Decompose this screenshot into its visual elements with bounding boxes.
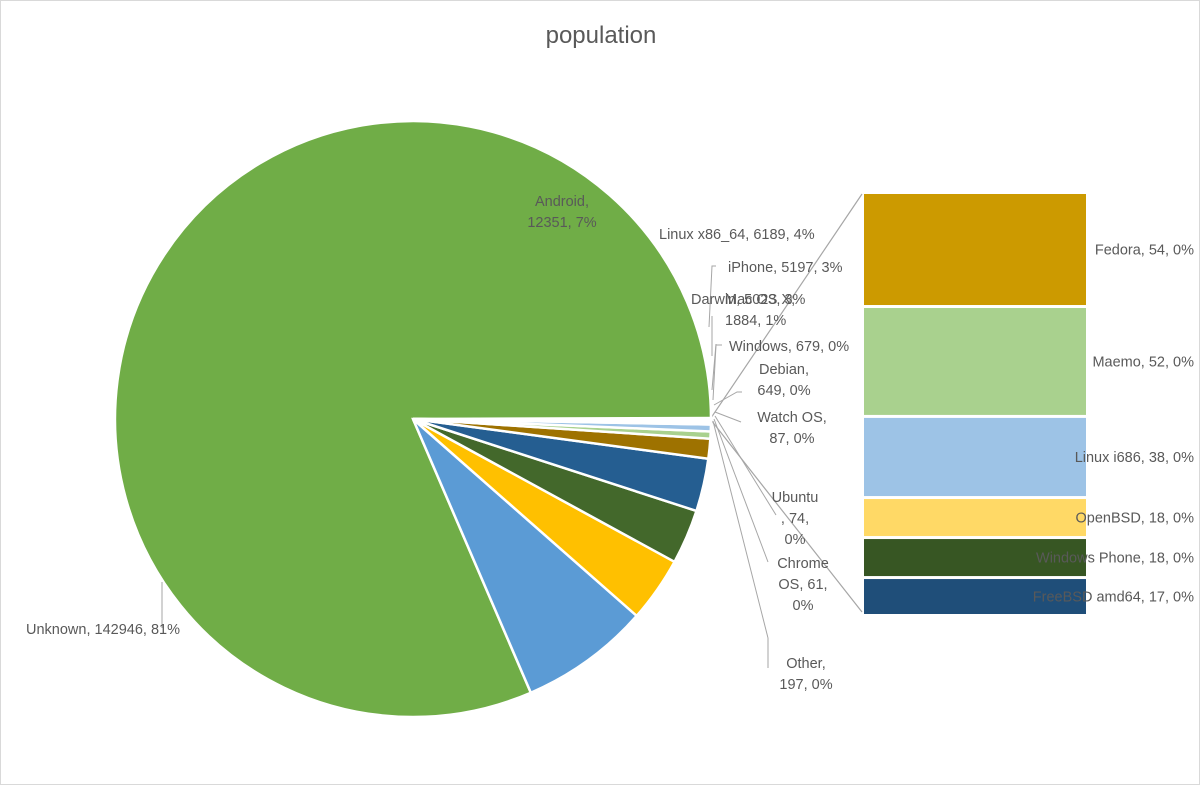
leader-lines <box>161 265 777 668</box>
leader-line-chrome-os <box>713 418 769 563</box>
leader-line-debian <box>713 391 742 406</box>
data-label-unknown: Unknown, 142946, 81% <box>26 622 180 638</box>
data-label-windows: Windows, 679, 0% <box>729 339 849 355</box>
pie-slice-android <box>411 418 639 695</box>
leader-line-watch-os <box>714 411 742 423</box>
connector-lines <box>710 193 863 613</box>
pie-slice-chrome-os <box>412 417 713 425</box>
data-label-darwin: Darwin, 5023, 3% <box>691 292 806 308</box>
data-label-fedora: Fedora, 54, 0% <box>1095 243 1194 259</box>
data-label-iphone: iPhone, 5197, 3% <box>728 260 843 276</box>
connector-line-bottom <box>710 419 863 613</box>
bar-segment-fedora <box>864 194 1086 306</box>
bar-segment-linux-i686 <box>864 417 1086 497</box>
bar-segment-freebsd-amd64 <box>864 579 1086 614</box>
secondary-bar <box>864 194 1086 614</box>
leader-line-windows <box>712 344 722 401</box>
data-label-ubuntu: Ubuntu, 74, 0% <box>772 490 819 548</box>
bar-segment-maemo <box>864 308 1086 415</box>
data-label-other: Other, 197, 0% <box>779 656 832 693</box>
data-label-debian: Debian, 649, 0% <box>757 362 810 399</box>
data-label-linux-i686: Linux i686, 38, 0% <box>1075 450 1194 466</box>
data-labels: Unknown, 142946, 81% Android, 12351, 7% Lin… <box>26 194 1194 693</box>
leader-line-other <box>712 420 769 668</box>
data-label-chrome-os: Chrome OS, 61, 0% <box>777 556 829 614</box>
data-label-maemo: Maemo, 52, 0% <box>1092 354 1194 370</box>
data-label-openbsd: OpenBSD, 18, 0% <box>1076 511 1195 527</box>
pie <box>113 119 713 719</box>
leader-line-ubuntu <box>714 415 777 516</box>
data-label-windows-phone: Windows Phone, 18, 0% <box>1036 551 1194 567</box>
chart-title: population <box>546 22 657 49</box>
data-label-freebsd-amd64: FreeBSD amd64, 17, 0% <box>1033 590 1194 606</box>
pie-slice-other <box>412 416 713 422</box>
bar-segment-windows-phone <box>864 539 1086 577</box>
leader-line-iphone <box>708 265 716 328</box>
connector-line-top <box>710 193 863 419</box>
data-label-watch-os: Watch OS, 87, 0% <box>757 410 827 447</box>
data-label-android: Android, 12351, 7% <box>527 194 596 231</box>
data-label-linux-x86-64: Linux x86_64, 6189, 4% <box>659 227 815 243</box>
data-label-mac: Mac OS X, 1884, 1% <box>725 292 795 329</box>
bar-segment-openbsd <box>864 499 1086 537</box>
